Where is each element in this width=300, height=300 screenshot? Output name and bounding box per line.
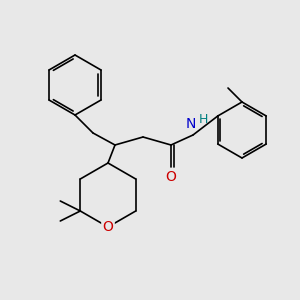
Text: N: N	[186, 117, 196, 131]
Text: O: O	[166, 170, 176, 184]
Text: H: H	[199, 113, 208, 126]
Text: O: O	[103, 220, 113, 234]
